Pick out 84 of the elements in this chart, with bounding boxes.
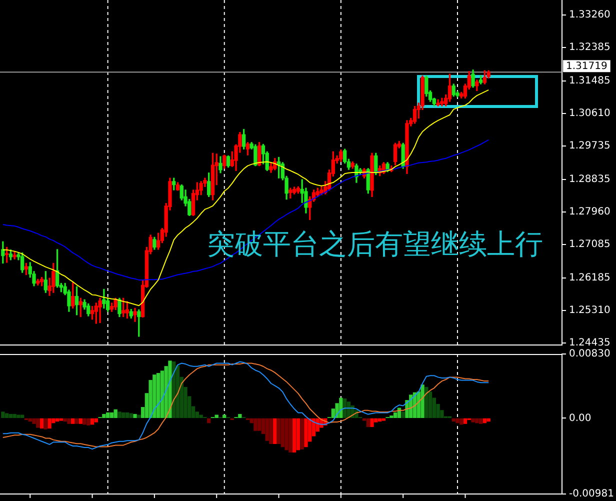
bar [258, 418, 262, 431]
bar [71, 418, 75, 424]
bar [59, 418, 64, 421]
bar [382, 418, 386, 421]
bar [288, 418, 292, 453]
bar [292, 418, 296, 453]
y-tick-label: 1.24435 [569, 338, 610, 349]
y-tick-label: 0.00 [569, 412, 592, 424]
y-tick-label: 1.31485 [569, 75, 610, 86]
bar [370, 418, 374, 427]
bar [48, 418, 52, 429]
bar [1, 412, 5, 418]
y-tick-label: 0.00830 [569, 348, 610, 360]
bar [90, 418, 94, 425]
bar [296, 418, 300, 450]
bar [238, 414, 242, 418]
bar [269, 418, 273, 444]
bar [214, 414, 218, 418]
bar [222, 414, 226, 418]
bar [199, 414, 203, 418]
bar [118, 412, 122, 418]
bar [280, 418, 284, 448]
y-tick-label: 1.30610 [569, 108, 610, 119]
bar [300, 418, 304, 450]
bar [94, 418, 98, 422]
bar [110, 412, 114, 418]
bar [366, 418, 370, 427]
bar [82, 418, 86, 425]
bar [36, 418, 40, 428]
y-tick-label: 1.25310 [569, 305, 610, 316]
bar [20, 414, 24, 418]
bar [32, 418, 36, 424]
bar [152, 374, 156, 418]
bar [424, 386, 428, 418]
bar [63, 418, 67, 422]
bar [420, 384, 424, 418]
y-tick-label: 1.26185 [569, 272, 610, 284]
bar [129, 413, 133, 418]
bar [456, 418, 460, 424]
bar [393, 412, 398, 418]
bar [16, 414, 20, 418]
y-tick-label: 1.27960 [569, 206, 610, 218]
bar [102, 414, 106, 418]
bar [106, 412, 110, 418]
bar [8, 414, 13, 418]
y-tick-label: 1.28835 [569, 174, 610, 185]
bar [122, 412, 126, 418]
bar [133, 414, 137, 418]
bar [276, 418, 281, 444]
bar [471, 418, 475, 422]
bar [78, 418, 82, 424]
bar [4, 413, 9, 418]
bar [482, 418, 487, 424]
bar [86, 418, 90, 426]
bar [74, 418, 79, 424]
bar [342, 398, 347, 418]
y-tick-label: 1.29735 [569, 140, 610, 152]
y-tick-label: 1.33260 [569, 9, 610, 20]
bar [44, 418, 48, 430]
bar [168, 360, 172, 418]
y-tick-label: 1.27085 [569, 239, 610, 250]
bar [478, 418, 483, 424]
bar [12, 414, 16, 418]
bar [156, 372, 160, 418]
bar [207, 418, 211, 424]
bar [265, 418, 269, 441]
bar [463, 418, 468, 424]
bar [339, 398, 343, 418]
bar [40, 418, 44, 429]
bar [114, 409, 118, 418]
bar [273, 418, 277, 444]
y-tick-label: -0.00981 [569, 488, 614, 500]
y-tick-label: 1.32385 [569, 42, 610, 53]
bar [67, 418, 71, 424]
bar [254, 418, 258, 431]
ref-line-label: 1.31719 [566, 60, 608, 72]
bar [284, 418, 288, 450]
bar [304, 418, 308, 448]
bar [137, 414, 141, 418]
bar [475, 418, 479, 424]
bar [486, 418, 490, 422]
bar [401, 412, 405, 418]
bar [460, 418, 464, 425]
bar [125, 412, 130, 418]
